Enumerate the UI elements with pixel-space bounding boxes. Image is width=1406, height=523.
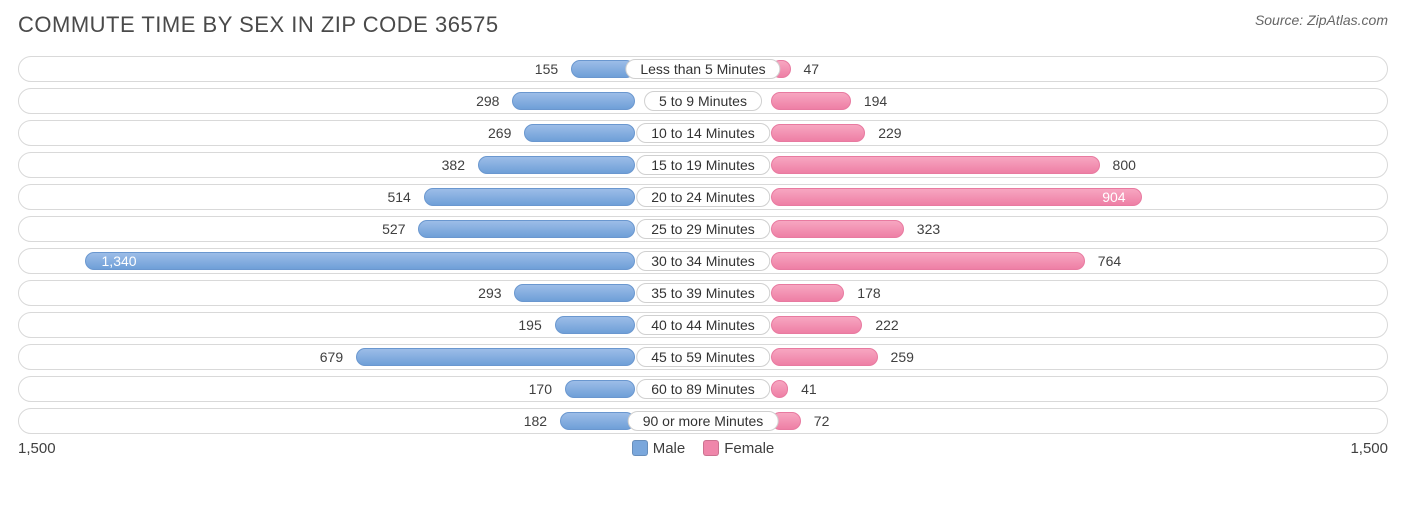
male-bar [514,284,634,302]
chart-row: 679 259 45 to 59 Minutes [18,344,1388,370]
category-label: 45 to 59 Minutes [636,347,770,367]
female-bar [771,348,877,366]
male-value: 527 [382,217,411,241]
category-label: 5 to 9 Minutes [644,91,762,111]
male-value: 293 [478,281,507,305]
chart-row: 1,340 764 30 to 34 Minutes [18,248,1388,274]
category-label: 40 to 44 Minutes [636,315,770,335]
chart-row: 195 222 40 to 44 Minutes [18,312,1388,338]
category-label: 90 or more Minutes [628,411,779,431]
chart-row: 155 47 Less than 5 Minutes [18,56,1388,82]
legend-female-label: Female [724,440,774,457]
female-bar [771,92,851,110]
male-value: 269 [488,121,517,145]
chart-row: 293 178 35 to 39 Minutes [18,280,1388,306]
chart-header: COMMUTE TIME BY SEX IN ZIP CODE 36575 So… [18,12,1388,38]
female-value: 229 [872,121,901,145]
chart-row: 170 41 60 to 89 Minutes [18,376,1388,402]
female-value: 194 [858,89,887,113]
male-value: 514 [387,185,416,209]
category-label: 20 to 24 Minutes [636,187,770,207]
female-value: 178 [851,281,880,305]
chart-row: 382 800 15 to 19 Minutes [18,152,1388,178]
category-label: 10 to 14 Minutes [636,123,770,143]
male-bar [85,252,635,270]
male-bar [478,156,635,174]
chart-row: 269 229 10 to 14 Minutes [18,120,1388,146]
chart-row: 527 323 25 to 29 Minutes [18,216,1388,242]
female-value: 47 [798,57,820,81]
legend-male-label: Male [653,440,686,457]
commute-chart: 155 47 Less than 5 Minutes 298 194 5 to 9 Min… [18,56,1388,434]
female-bar [771,124,865,142]
chart-source: Source: ZipAtlas.com [1255,12,1388,28]
male-bar [356,348,635,366]
male-value: 195 [518,313,547,337]
legend-female: Female [703,440,774,457]
female-value: 764 [1092,249,1121,273]
male-value: 170 [529,377,558,401]
male-value: 155 [535,57,564,81]
male-bar [524,124,634,142]
chart-title: COMMUTE TIME BY SEX IN ZIP CODE 36575 [18,12,499,38]
category-label: 15 to 19 Minutes [636,155,770,175]
male-swatch [632,440,648,456]
chart-row: 298 194 5 to 9 Minutes [18,88,1388,114]
chart-row: 514 904 20 to 24 Minutes [18,184,1388,210]
female-value: 72 [808,409,830,433]
male-value: 298 [476,89,505,113]
male-value: 182 [524,409,553,433]
male-value: 679 [320,345,349,369]
chart-footer: 1,500 Male Female 1,500 [18,440,1388,457]
male-bar [424,188,635,206]
source-value: ZipAtlas.com [1307,12,1388,28]
female-value: 222 [869,313,898,337]
female-bar [771,188,1142,206]
female-bar [771,380,788,398]
male-bar [418,220,634,238]
female-value: 904 [1102,185,1135,209]
female-bar [771,252,1085,270]
male-bar [565,380,635,398]
male-value: 382 [442,153,471,177]
female-bar [771,284,844,302]
female-value: 323 [911,217,940,241]
female-value: 41 [795,377,817,401]
male-bar [560,412,635,430]
axis-left-max: 1,500 [18,440,56,457]
male-bar [512,92,634,110]
category-label: Less than 5 Minutes [625,59,780,79]
female-bar [771,316,862,334]
category-label: 35 to 39 Minutes [636,283,770,303]
chart-legend: Male Female [632,440,775,457]
male-bar [555,316,635,334]
category-label: 30 to 34 Minutes [636,251,770,271]
legend-male: Male [632,440,686,457]
axis-right-max: 1,500 [1350,440,1388,457]
female-value: 800 [1107,153,1136,177]
chart-row: 182 72 90 or more Minutes [18,408,1388,434]
female-value: 259 [885,345,914,369]
source-label: Source: [1255,12,1303,28]
female-bar [771,220,904,238]
female-swatch [703,440,719,456]
category-label: 25 to 29 Minutes [636,219,770,239]
category-label: 60 to 89 Minutes [636,379,770,399]
male-value: 1,340 [92,249,137,273]
female-bar [771,156,1099,174]
